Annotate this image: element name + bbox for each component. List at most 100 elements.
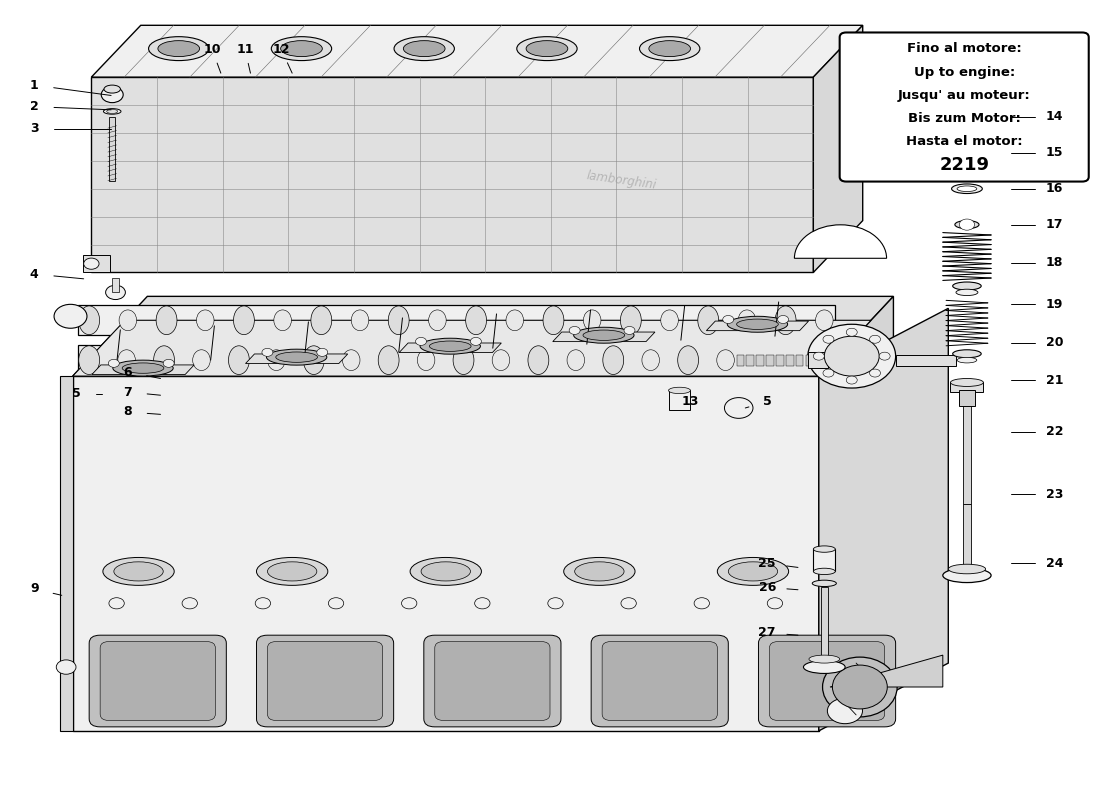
Text: 7: 7 bbox=[123, 386, 132, 398]
Ellipse shape bbox=[311, 306, 332, 334]
Bar bbox=[757, 354, 764, 366]
Circle shape bbox=[183, 598, 197, 609]
Ellipse shape bbox=[280, 41, 322, 57]
Ellipse shape bbox=[815, 310, 833, 330]
Circle shape bbox=[624, 326, 635, 334]
Ellipse shape bbox=[776, 306, 796, 334]
Circle shape bbox=[723, 315, 734, 323]
Ellipse shape bbox=[417, 350, 434, 370]
Text: 21: 21 bbox=[1046, 374, 1064, 386]
Ellipse shape bbox=[256, 558, 328, 586]
Ellipse shape bbox=[453, 346, 474, 374]
Ellipse shape bbox=[492, 350, 509, 370]
Polygon shape bbox=[91, 26, 862, 77]
Circle shape bbox=[416, 338, 427, 346]
Polygon shape bbox=[813, 26, 862, 273]
Circle shape bbox=[163, 359, 174, 367]
Bar bbox=[805, 354, 813, 366]
Circle shape bbox=[621, 598, 636, 609]
FancyBboxPatch shape bbox=[759, 635, 895, 727]
Text: 5: 5 bbox=[763, 395, 771, 408]
Text: 5: 5 bbox=[72, 387, 80, 400]
Ellipse shape bbox=[276, 352, 318, 362]
Bar bbox=[947, 129, 987, 167]
Ellipse shape bbox=[943, 568, 991, 582]
Ellipse shape bbox=[603, 346, 624, 374]
Ellipse shape bbox=[574, 562, 624, 581]
Ellipse shape bbox=[342, 350, 360, 370]
Circle shape bbox=[823, 335, 834, 343]
Bar bbox=[78, 345, 737, 375]
Text: 27: 27 bbox=[759, 626, 775, 639]
Ellipse shape bbox=[957, 358, 977, 363]
Ellipse shape bbox=[79, 346, 100, 374]
Ellipse shape bbox=[955, 114, 979, 119]
Ellipse shape bbox=[429, 310, 447, 330]
Bar bbox=[959, 390, 975, 406]
Ellipse shape bbox=[642, 350, 660, 370]
Polygon shape bbox=[552, 332, 654, 342]
Ellipse shape bbox=[583, 330, 625, 341]
Polygon shape bbox=[73, 320, 871, 376]
Circle shape bbox=[869, 335, 880, 343]
Ellipse shape bbox=[122, 363, 164, 374]
Ellipse shape bbox=[103, 109, 121, 114]
Ellipse shape bbox=[506, 310, 524, 330]
Circle shape bbox=[255, 598, 271, 609]
Ellipse shape bbox=[229, 346, 250, 374]
Text: eurospares: eurospares bbox=[276, 410, 649, 518]
Polygon shape bbox=[399, 343, 502, 353]
Text: 11: 11 bbox=[236, 42, 254, 56]
Polygon shape bbox=[73, 296, 893, 376]
Ellipse shape bbox=[517, 37, 578, 61]
Polygon shape bbox=[706, 321, 808, 330]
Bar bbox=[821, 587, 827, 659]
Ellipse shape bbox=[678, 346, 698, 374]
Ellipse shape bbox=[79, 306, 100, 334]
Circle shape bbox=[317, 348, 328, 356]
Ellipse shape bbox=[154, 346, 175, 374]
Text: 14: 14 bbox=[1046, 110, 1064, 123]
Circle shape bbox=[548, 598, 563, 609]
Text: 3: 3 bbox=[30, 122, 38, 135]
Text: 26: 26 bbox=[759, 581, 775, 594]
Ellipse shape bbox=[574, 327, 634, 343]
Text: 4: 4 bbox=[30, 267, 38, 281]
Bar bbox=[747, 354, 755, 366]
Ellipse shape bbox=[738, 310, 756, 330]
Text: Bis zum Motor:: Bis zum Motor: bbox=[908, 112, 1021, 125]
Ellipse shape bbox=[351, 310, 369, 330]
Ellipse shape bbox=[808, 655, 839, 663]
Ellipse shape bbox=[953, 282, 981, 290]
Bar bbox=[669, 390, 691, 410]
Polygon shape bbox=[818, 296, 893, 731]
FancyBboxPatch shape bbox=[839, 33, 1089, 182]
Circle shape bbox=[846, 376, 857, 384]
Ellipse shape bbox=[803, 661, 845, 674]
Ellipse shape bbox=[107, 110, 118, 114]
Text: 24: 24 bbox=[1046, 557, 1064, 570]
Ellipse shape bbox=[158, 41, 199, 57]
Text: 8: 8 bbox=[123, 406, 132, 418]
FancyBboxPatch shape bbox=[434, 642, 550, 721]
Text: 19: 19 bbox=[1046, 298, 1064, 311]
Text: Hasta el motor:: Hasta el motor: bbox=[906, 135, 1023, 148]
Ellipse shape bbox=[947, 162, 987, 172]
Ellipse shape bbox=[661, 310, 679, 330]
Text: 6: 6 bbox=[123, 366, 132, 378]
Circle shape bbox=[807, 324, 895, 388]
Ellipse shape bbox=[274, 310, 292, 330]
Text: 18: 18 bbox=[1046, 256, 1064, 270]
Ellipse shape bbox=[233, 306, 254, 334]
Circle shape bbox=[475, 598, 490, 609]
Polygon shape bbox=[92, 365, 194, 374]
Circle shape bbox=[846, 328, 857, 336]
FancyBboxPatch shape bbox=[769, 642, 884, 721]
Ellipse shape bbox=[543, 306, 564, 334]
FancyBboxPatch shape bbox=[602, 642, 717, 721]
Ellipse shape bbox=[823, 657, 898, 717]
Bar bbox=[962, 396, 971, 504]
Bar bbox=[110, 117, 115, 181]
Ellipse shape bbox=[394, 37, 454, 61]
Text: Fino al motore:: Fino al motore: bbox=[906, 42, 1022, 55]
